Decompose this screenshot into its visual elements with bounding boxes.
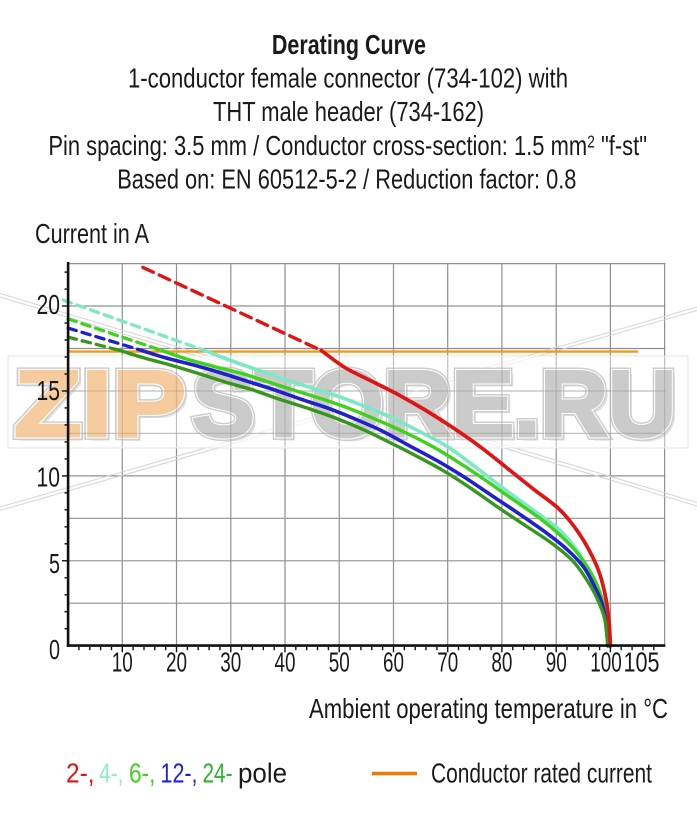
svg-text:15: 15 <box>37 375 61 406</box>
svg-text:STORE.RU: STORE.RU <box>192 351 676 456</box>
svg-text:THT male header (734-162): THT male header (734-162) <box>213 96 484 127</box>
svg-text:Based on: EN 60512-5-2 / Reduc: Based on: EN 60512-5-2 / Reduction facto… <box>117 163 576 194</box>
svg-text:60: 60 <box>383 647 404 678</box>
svg-text:ZIP: ZIP <box>18 355 190 460</box>
svg-text:20: 20 <box>37 289 61 320</box>
svg-text:ZIP: ZIP <box>14 351 186 456</box>
svg-text:105: 105 <box>624 647 660 678</box>
svg-text:24-: 24- <box>203 758 233 789</box>
svg-text:12-,: 12-, <box>161 758 198 789</box>
svg-text:pole: pole <box>238 758 287 789</box>
svg-text:70: 70 <box>437 647 458 678</box>
svg-text:Ambient operating temperature: Ambient operating temperature in °C <box>309 693 668 724</box>
svg-text:20: 20 <box>166 647 187 678</box>
svg-text:Current in A: Current in A <box>35 218 150 249</box>
svg-text:0: 0 <box>49 634 60 665</box>
svg-text:4-,: 4-, <box>99 758 124 789</box>
svg-text:40: 40 <box>275 647 296 678</box>
svg-text:10: 10 <box>112 647 133 678</box>
svg-text:2-,: 2-, <box>66 758 95 789</box>
svg-text:Conductor rated current: Conductor rated current <box>431 758 652 789</box>
svg-text:Derating Curve: Derating Curve <box>272 29 426 60</box>
svg-text:ZIP: ZIP <box>14 351 186 456</box>
svg-text:10: 10 <box>37 462 61 493</box>
svg-text:100: 100 <box>590 647 622 678</box>
svg-text:6-,: 6-, <box>129 758 155 789</box>
svg-text:50: 50 <box>329 647 350 678</box>
svg-text:ZIP: ZIP <box>14 351 186 456</box>
svg-text:30: 30 <box>220 647 241 678</box>
svg-text:90: 90 <box>546 647 567 678</box>
svg-text:80: 80 <box>491 647 512 678</box>
svg-text:1-conductor female connector (: 1-conductor female connector (734-102) w… <box>128 63 568 94</box>
svg-text:5: 5 <box>49 548 60 579</box>
svg-text:Pin spacing: 3.5 mm / Conducto: Pin spacing: 3.5 mm / Conductor cross-se… <box>48 130 647 161</box>
